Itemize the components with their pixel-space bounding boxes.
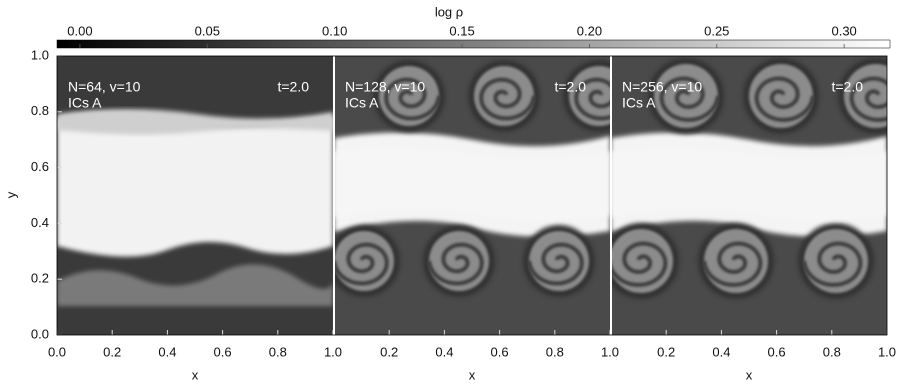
x-axis-label: x xyxy=(746,367,753,382)
x-tick-label: 0.8 xyxy=(823,344,841,359)
y-tick-label: 1.0 xyxy=(31,47,49,62)
x-tick-label: 0.6 xyxy=(491,344,509,359)
shear-layer xyxy=(611,148,887,221)
colorbar-tick-label: 0.25 xyxy=(704,23,729,38)
vortex-arm xyxy=(802,241,863,287)
x-tick-label: 1.0 xyxy=(324,344,342,359)
colorbar-tick-label: 0.05 xyxy=(195,23,220,38)
panel-sublabel: ICs A xyxy=(345,95,379,111)
panel-label: N=256, v=10 xyxy=(622,79,702,95)
vortex-arm xyxy=(384,77,441,121)
x-tick-label: 0.2 xyxy=(103,344,121,359)
colorbar-tick-label: 0.15 xyxy=(449,23,474,38)
y-tick-label: 0.4 xyxy=(31,215,49,230)
y-tick-label: 0.2 xyxy=(31,271,49,286)
x-axis-label: x xyxy=(469,367,476,382)
x-tick-label: 0.4 xyxy=(158,344,176,359)
colorbar-tick-label: 0.20 xyxy=(577,23,602,38)
vortex-arm xyxy=(574,77,610,121)
vortex-arm xyxy=(427,242,484,286)
x-tick-label: 0.6 xyxy=(768,344,786,359)
x-tick-label: 0.8 xyxy=(546,344,564,359)
density-panel xyxy=(57,56,333,335)
colorbar-tick-label: 0.10 xyxy=(322,23,347,38)
vortex-arm xyxy=(527,242,584,286)
y-tick-label: 0.0 xyxy=(31,326,49,341)
panel-sublabel: ICs A xyxy=(68,95,102,111)
panel-label: N=64, v=10 xyxy=(68,79,141,95)
lower-layer xyxy=(57,264,333,306)
panel-label: N=128, v=10 xyxy=(345,79,425,95)
y-axis-label: y xyxy=(3,191,18,198)
x-tick-label: 0.2 xyxy=(657,344,675,359)
vortex-arm xyxy=(849,76,887,122)
vortex-arm xyxy=(754,76,815,122)
vortex-arm xyxy=(334,242,389,286)
shear-layer xyxy=(334,148,610,221)
x-tick-label: 0.2 xyxy=(380,344,398,359)
x-tick-label: 0.4 xyxy=(435,344,453,359)
x-tick-label: 0.8 xyxy=(269,344,287,359)
x-tick-label: 1.0 xyxy=(601,344,619,359)
x-tick-label: 0.6 xyxy=(214,344,232,359)
panel-time: t=2.0 xyxy=(831,79,863,95)
x-tick-label: 0.4 xyxy=(712,344,730,359)
panel-time: t=2.0 xyxy=(554,79,586,95)
x-tick-label: 1.0 xyxy=(878,344,896,359)
plot-frame xyxy=(56,55,888,336)
vortex-arm xyxy=(611,241,668,287)
density-panel xyxy=(334,56,610,335)
vortex-arm xyxy=(702,241,763,287)
shear-layer xyxy=(57,113,333,257)
upper-layer xyxy=(57,109,333,135)
colorbar-tick-label: 0.00 xyxy=(67,23,92,38)
vortex-arm xyxy=(659,76,720,122)
panel-time: t=2.0 xyxy=(277,79,309,95)
density-panel xyxy=(611,56,887,335)
colorbar-label: log ρ xyxy=(435,4,463,19)
colorbar-tick-label: 0.30 xyxy=(831,23,856,38)
x-axis-label: x xyxy=(192,367,199,382)
y-tick-label: 0.6 xyxy=(31,159,49,174)
x-tick-label: 0.0 xyxy=(48,344,66,359)
colorbar xyxy=(56,39,891,49)
panel-sublabel: ICs A xyxy=(622,95,656,111)
y-tick-label: 0.8 xyxy=(31,103,49,118)
vortex-arm xyxy=(479,77,536,121)
